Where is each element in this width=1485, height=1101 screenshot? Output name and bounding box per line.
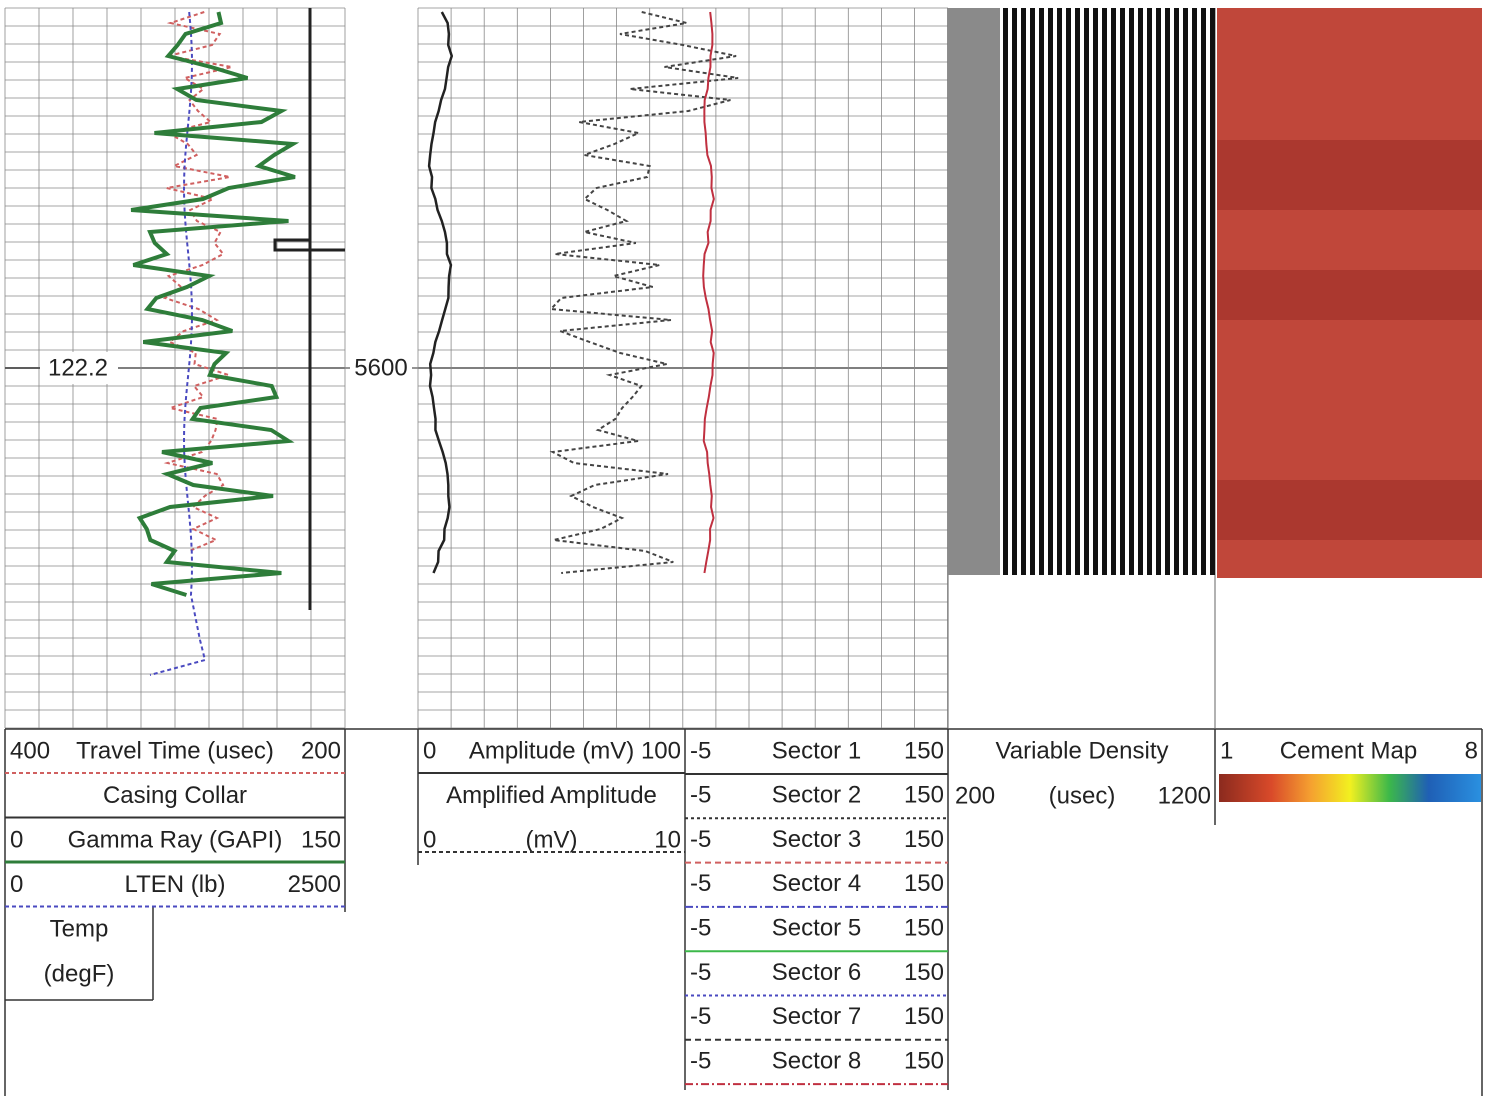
cement-map-band	[1217, 480, 1482, 540]
header-title: Sector 6	[772, 959, 861, 986]
header-left: -5	[690, 870, 711, 897]
label-bg	[350, 352, 412, 384]
depth-label: 5600	[354, 354, 407, 381]
label-bg	[40, 352, 118, 384]
header-left: -5	[690, 1047, 711, 1074]
header-frame	[4, 728, 1483, 1096]
header-left: -5	[690, 782, 711, 809]
vdl-stripe	[1156, 8, 1161, 575]
header-title: Sector 1	[772, 737, 861, 764]
headers: 400 Travel Time (usec) 200 Casing Collar 0 Ga…	[5, 737, 1478, 1086]
header-right: 150	[904, 1003, 944, 1030]
header-right: 150	[301, 826, 341, 853]
header-title: Sector 7	[772, 1003, 861, 1030]
header-title: Sector 4	[772, 870, 861, 897]
vdl-left: 200	[955, 782, 995, 809]
vdl-title: Variable Density	[996, 737, 1169, 764]
vdl-stripe	[1075, 8, 1080, 575]
vdl-unit: (usec)	[1049, 782, 1116, 809]
amplitude-curve	[427, 11, 454, 574]
gamma-ray-curve	[130, 11, 300, 597]
temp-label: Temp	[50, 915, 109, 942]
cement-map-band	[1217, 140, 1482, 210]
header-right: 150	[904, 870, 944, 897]
vdl-stripe	[1192, 8, 1197, 575]
header-left: 0	[423, 826, 436, 853]
header-right: 150	[904, 826, 944, 853]
header-title: Sector 3	[772, 826, 861, 853]
vdl-stripe	[1129, 8, 1134, 575]
casing-collar-spike	[273, 238, 345, 252]
vdl-stripe	[1021, 8, 1026, 575]
header-right: 10	[654, 826, 681, 853]
vdl-stripe	[1165, 8, 1170, 575]
header-right: 150	[904, 1047, 944, 1074]
vdl-stripe	[1057, 8, 1062, 575]
header-title: (mV)	[526, 826, 578, 853]
vdl-stripe	[1048, 8, 1053, 575]
vdl-stripe	[1183, 8, 1188, 575]
vdl-right: 1200	[1158, 782, 1211, 809]
vdl-stripe	[1084, 8, 1089, 575]
header-title: Gamma Ray (GAPI)	[68, 826, 283, 853]
header-title: Cement Map	[1280, 737, 1417, 764]
header-right: 2500	[288, 871, 341, 898]
vdl-stripe	[1066, 8, 1071, 575]
travel-time-curve	[162, 11, 233, 552]
header-right: 200	[301, 737, 341, 764]
vdl-stripe	[1039, 8, 1044, 575]
header-left: 0	[423, 737, 436, 764]
header-left: -5	[690, 1003, 711, 1030]
header-title: Sector 8	[772, 1047, 861, 1074]
header-left: -5	[690, 826, 711, 853]
header-left: -5	[690, 915, 711, 942]
header-right: 150	[904, 915, 944, 942]
header-title: Casing Collar	[103, 782, 247, 809]
lten-curve	[149, 11, 207, 676]
header-left: 1	[1220, 737, 1233, 764]
vdl-stripe	[1147, 8, 1152, 575]
header-right: 150	[904, 782, 944, 809]
header-left: 0	[10, 826, 23, 853]
marker-label: 122.2	[48, 354, 108, 381]
cement-color-bar	[1219, 774, 1481, 802]
header-title: LTEN (lb)	[125, 871, 226, 898]
vdl-stripe	[1111, 8, 1116, 575]
sector-curve	[702, 11, 715, 574]
header-title: Amplified Amplitude	[446, 782, 657, 809]
header-right: 150	[904, 959, 944, 986]
header-left: -5	[690, 959, 711, 986]
header-left: 400	[10, 737, 50, 764]
vdl-image	[1003, 8, 1215, 575]
header-right: 8	[1465, 737, 1478, 764]
vdl-stripe	[1102, 8, 1107, 575]
vdl-stripe	[1120, 8, 1125, 575]
curves	[130, 8, 739, 676]
vdl-stripe	[1174, 8, 1179, 575]
header-title: Sector 5	[772, 915, 861, 942]
header-left: 0	[10, 871, 23, 898]
vdl-background	[948, 8, 1000, 575]
amplified-amplitude-curve	[548, 11, 739, 574]
vdl-stripe	[1201, 8, 1206, 575]
vdl-stripe	[1030, 8, 1035, 575]
header-title: Sector 2	[772, 782, 861, 809]
header-right: 150	[904, 737, 944, 764]
vdl-stripe	[1210, 8, 1215, 575]
header-right: 100	[641, 737, 681, 764]
temp-label: (degF)	[44, 960, 115, 987]
header-left: -5	[690, 737, 711, 764]
header-title: Amplitude (mV)	[469, 737, 634, 764]
vdl-stripe	[1003, 8, 1008, 575]
vdl-stripe	[1012, 8, 1017, 575]
cement-map-band	[1217, 270, 1482, 320]
cement-map-image	[1217, 8, 1482, 578]
header-title: Travel Time (usec)	[76, 737, 274, 764]
vdl-stripe	[1093, 8, 1098, 575]
vdl-stripe	[1138, 8, 1143, 575]
